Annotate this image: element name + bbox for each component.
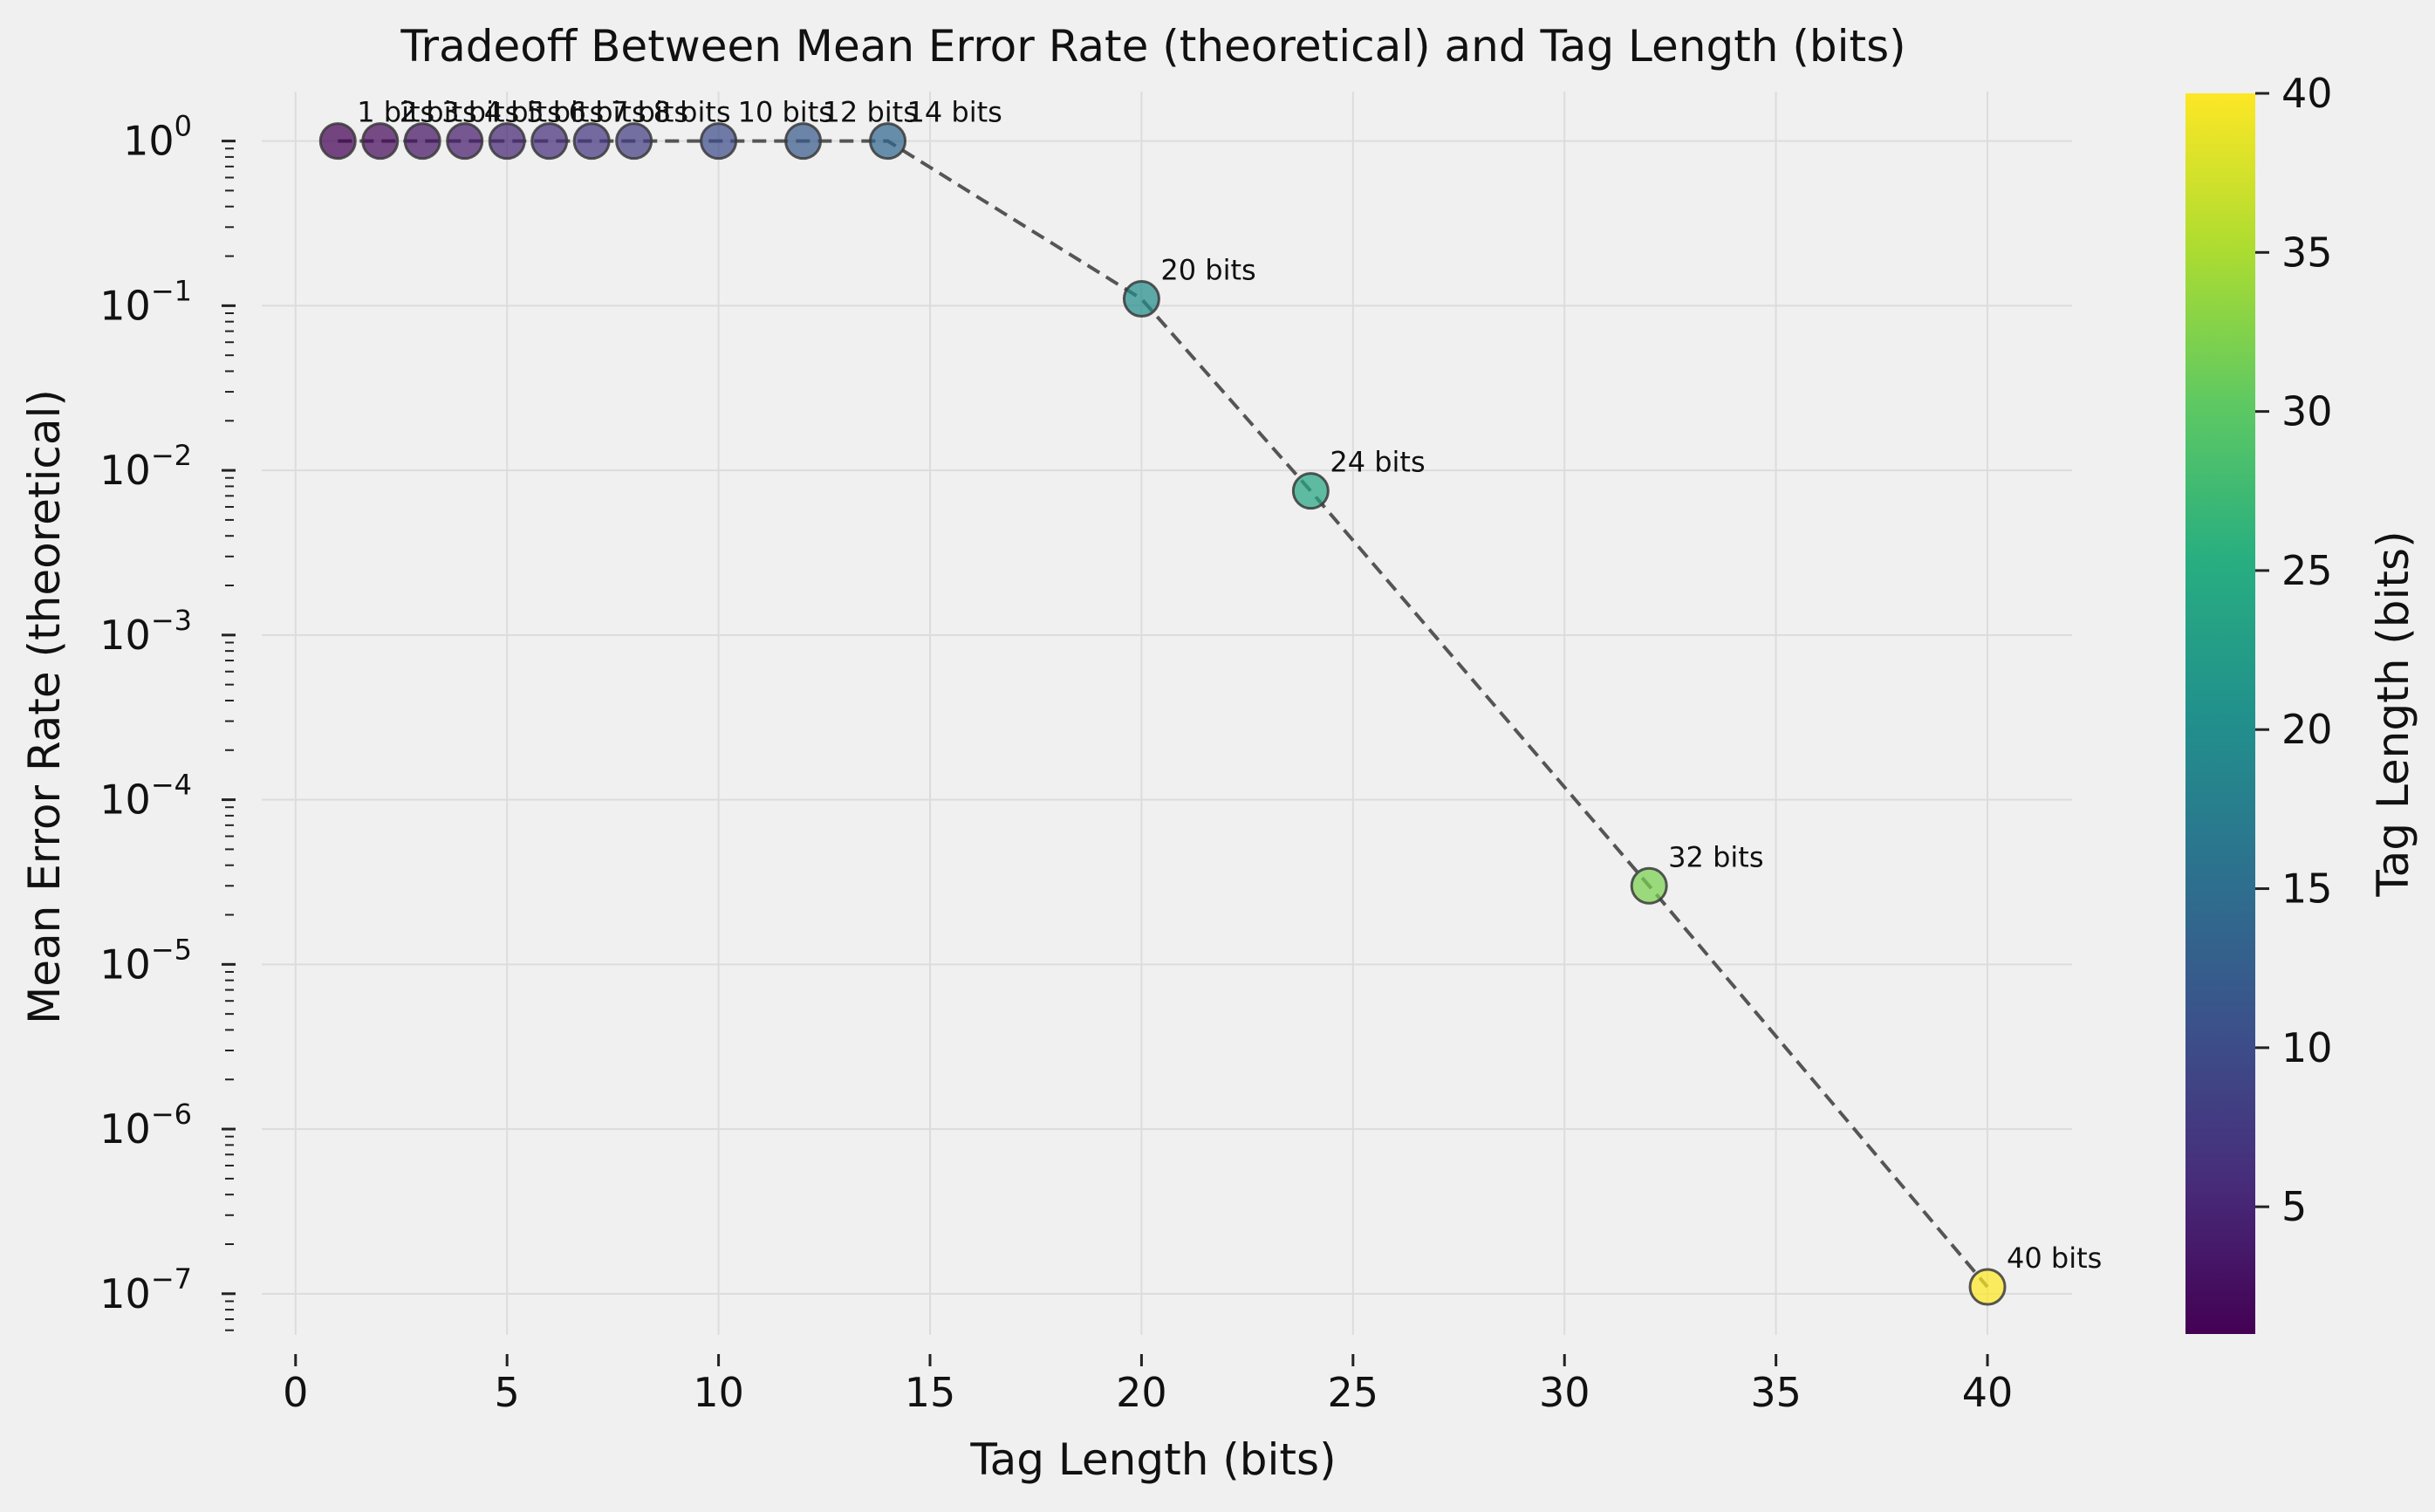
data-point — [1122, 280, 1160, 318]
major-ticks — [222, 140, 1989, 1366]
data-label: 1 bits — [357, 96, 434, 129]
colorbar-tick-label: 20 — [2281, 706, 2333, 753]
series-line — [338, 139, 1989, 1289]
colorbar-ticks: 5 10 15 20 25 30 35 40 — [2255, 70, 2333, 1230]
data-point — [318, 122, 357, 161]
data-label: 4 bits — [484, 96, 562, 129]
minor-ticks — [225, 147, 234, 1331]
data-label: 7 bits — [611, 96, 688, 129]
data-label: 3 bits — [441, 96, 519, 129]
data-label: 12 bits — [823, 96, 918, 129]
data-points — [318, 122, 2007, 1306]
y-tick-label: 10−1 — [99, 274, 192, 329]
x-tick-label: 10 — [693, 1369, 744, 1416]
data-point — [615, 122, 653, 161]
x-tick-label: 20 — [1116, 1369, 1167, 1416]
colorbar-tick-label: 25 — [2281, 547, 2333, 594]
data-label: 5 bits — [526, 96, 604, 129]
x-axis-label: Tag Length (bits) — [969, 1434, 1336, 1485]
x-tick-labels: 0 5 10 15 20 25 30 35 40 — [283, 1369, 2013, 1416]
colorbar-tick-label: 30 — [2281, 388, 2333, 435]
x-tick-label: 40 — [1962, 1369, 2014, 1416]
colorbar-tick-label: 15 — [2281, 865, 2333, 913]
data-point — [572, 122, 611, 161]
colorbar-tick-label: 35 — [2281, 229, 2333, 276]
x-tick-label: 35 — [1750, 1369, 1802, 1416]
data-point — [869, 122, 907, 161]
y-tick-label: 10−2 — [99, 439, 192, 494]
data-label: 32 bits — [1668, 840, 1763, 873]
y-tick-label: 10−3 — [99, 604, 192, 659]
series-dashed-line — [338, 139, 1989, 1289]
data-point — [361, 122, 400, 161]
x-tick-label: 30 — [1539, 1369, 1590, 1416]
data-label: 20 bits — [1160, 254, 1255, 287]
data-label: 10 bits — [738, 96, 833, 129]
data-label: 14 bits — [907, 96, 1002, 129]
data-label: 2 bits — [400, 96, 477, 129]
data-label: 8 bits — [653, 96, 731, 129]
data-point — [446, 122, 484, 161]
x-tick-label: 0 — [283, 1369, 308, 1416]
colorbar-tick-label: 10 — [2281, 1024, 2333, 1071]
y-tick-label: 10−4 — [99, 769, 192, 824]
x-tick-label: 5 — [495, 1369, 520, 1416]
data-label: 6 bits — [569, 96, 646, 129]
data-point — [1291, 472, 1330, 510]
y-tick-label: 100 — [123, 110, 192, 165]
colorbar-tick-label: 40 — [2281, 70, 2333, 117]
colorbar — [2185, 93, 2255, 1334]
y-tick-labels: 100 10−1 10−2 10−3 10−4 10−5 10−6 10−7 — [99, 110, 192, 1317]
y-tick-label: 10−5 — [99, 933, 192, 988]
x-tick-label: 25 — [1328, 1369, 1379, 1416]
data-point — [530, 122, 569, 161]
data-point — [1630, 866, 1668, 905]
data-point — [403, 122, 441, 161]
y-axis-label: Mean Error Rate (theoretical) — [19, 389, 70, 1024]
colorbar-label: Tag Length (bits) — [2368, 530, 2418, 897]
colorbar-tick-label: 5 — [2281, 1183, 2307, 1230]
data-label: 40 bits — [2007, 1242, 2102, 1275]
data-point — [1968, 1268, 2007, 1306]
grid — [262, 92, 2072, 1335]
data-point — [488, 122, 526, 161]
data-point — [784, 122, 823, 161]
data-point — [700, 122, 738, 161]
y-tick-label: 10−7 — [99, 1262, 192, 1317]
y-tick-label: 10−6 — [99, 1098, 192, 1153]
x-tick-label: 15 — [905, 1369, 956, 1416]
chart-title: Tradeoff Between Mean Error Rate (theore… — [400, 21, 1905, 72]
data-label: 24 bits — [1330, 446, 1425, 479]
